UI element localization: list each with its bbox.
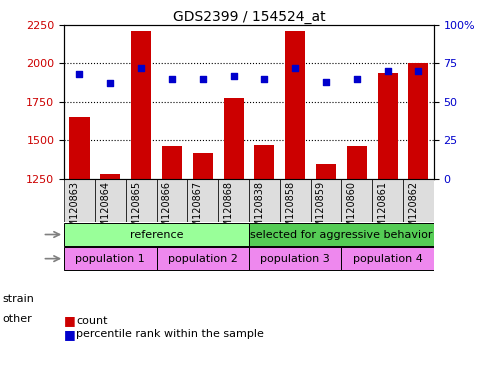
Text: population 3: population 3 [260, 254, 330, 264]
FancyBboxPatch shape [187, 179, 218, 222]
Bar [162, 146, 182, 179]
Text: other: other [2, 314, 32, 324]
Point [230, 73, 238, 79]
Text: strain: strain [2, 294, 35, 304]
FancyBboxPatch shape [126, 179, 157, 222]
FancyBboxPatch shape [311, 179, 341, 222]
Text: percentile rank within the sample: percentile rank within the sample [76, 329, 264, 339]
Text: population 2: population 2 [168, 254, 238, 264]
Bar [285, 31, 305, 179]
Text: GSM120859: GSM120859 [316, 181, 326, 240]
Point [322, 79, 330, 85]
Title: GDS2399 / 154524_at: GDS2399 / 154524_at [173, 10, 325, 24]
Text: GSM120866: GSM120866 [162, 181, 172, 240]
FancyBboxPatch shape [341, 247, 434, 270]
FancyBboxPatch shape [341, 179, 372, 222]
Text: selected for aggressive behavior: selected for aggressive behavior [250, 230, 433, 240]
Text: GSM120861: GSM120861 [378, 181, 387, 240]
Point [75, 71, 83, 77]
Point [260, 76, 268, 82]
FancyBboxPatch shape [249, 179, 280, 222]
Bar [193, 153, 213, 179]
Text: population 1: population 1 [75, 254, 145, 264]
Text: GSM120860: GSM120860 [347, 181, 357, 240]
Bar [254, 145, 275, 179]
Point [291, 65, 299, 71]
FancyBboxPatch shape [64, 223, 249, 246]
Text: ■: ■ [64, 328, 76, 341]
Text: GSM120865: GSM120865 [131, 181, 141, 240]
FancyBboxPatch shape [218, 179, 249, 222]
FancyBboxPatch shape [249, 247, 341, 270]
Point [384, 68, 391, 74]
Text: GSM120863: GSM120863 [70, 181, 79, 240]
Bar [100, 174, 120, 179]
FancyBboxPatch shape [157, 179, 187, 222]
Text: count: count [76, 316, 108, 326]
Point [137, 65, 145, 71]
Point [168, 76, 176, 82]
Bar [316, 164, 336, 179]
Text: GSM120838: GSM120838 [254, 181, 264, 240]
Text: GSM120867: GSM120867 [193, 181, 203, 240]
FancyBboxPatch shape [64, 247, 157, 270]
Bar [70, 117, 90, 179]
Point [106, 80, 114, 86]
Bar [131, 31, 151, 179]
FancyBboxPatch shape [95, 179, 126, 222]
Text: GSM120858: GSM120858 [285, 181, 295, 240]
Text: ■: ■ [64, 314, 76, 327]
FancyBboxPatch shape [403, 179, 434, 222]
Bar [347, 146, 367, 179]
FancyBboxPatch shape [280, 179, 311, 222]
FancyBboxPatch shape [157, 247, 249, 270]
Point [199, 76, 207, 82]
Bar [408, 63, 428, 179]
Text: GSM120868: GSM120868 [223, 181, 234, 240]
FancyBboxPatch shape [372, 179, 403, 222]
Text: population 4: population 4 [352, 254, 423, 264]
Bar [378, 73, 398, 179]
Text: reference: reference [130, 230, 183, 240]
Point [353, 76, 361, 82]
Point [415, 68, 423, 74]
FancyBboxPatch shape [64, 179, 95, 222]
Text: GSM120864: GSM120864 [100, 181, 110, 240]
Text: GSM120862: GSM120862 [408, 181, 419, 240]
Bar [223, 98, 244, 179]
FancyBboxPatch shape [249, 223, 434, 246]
